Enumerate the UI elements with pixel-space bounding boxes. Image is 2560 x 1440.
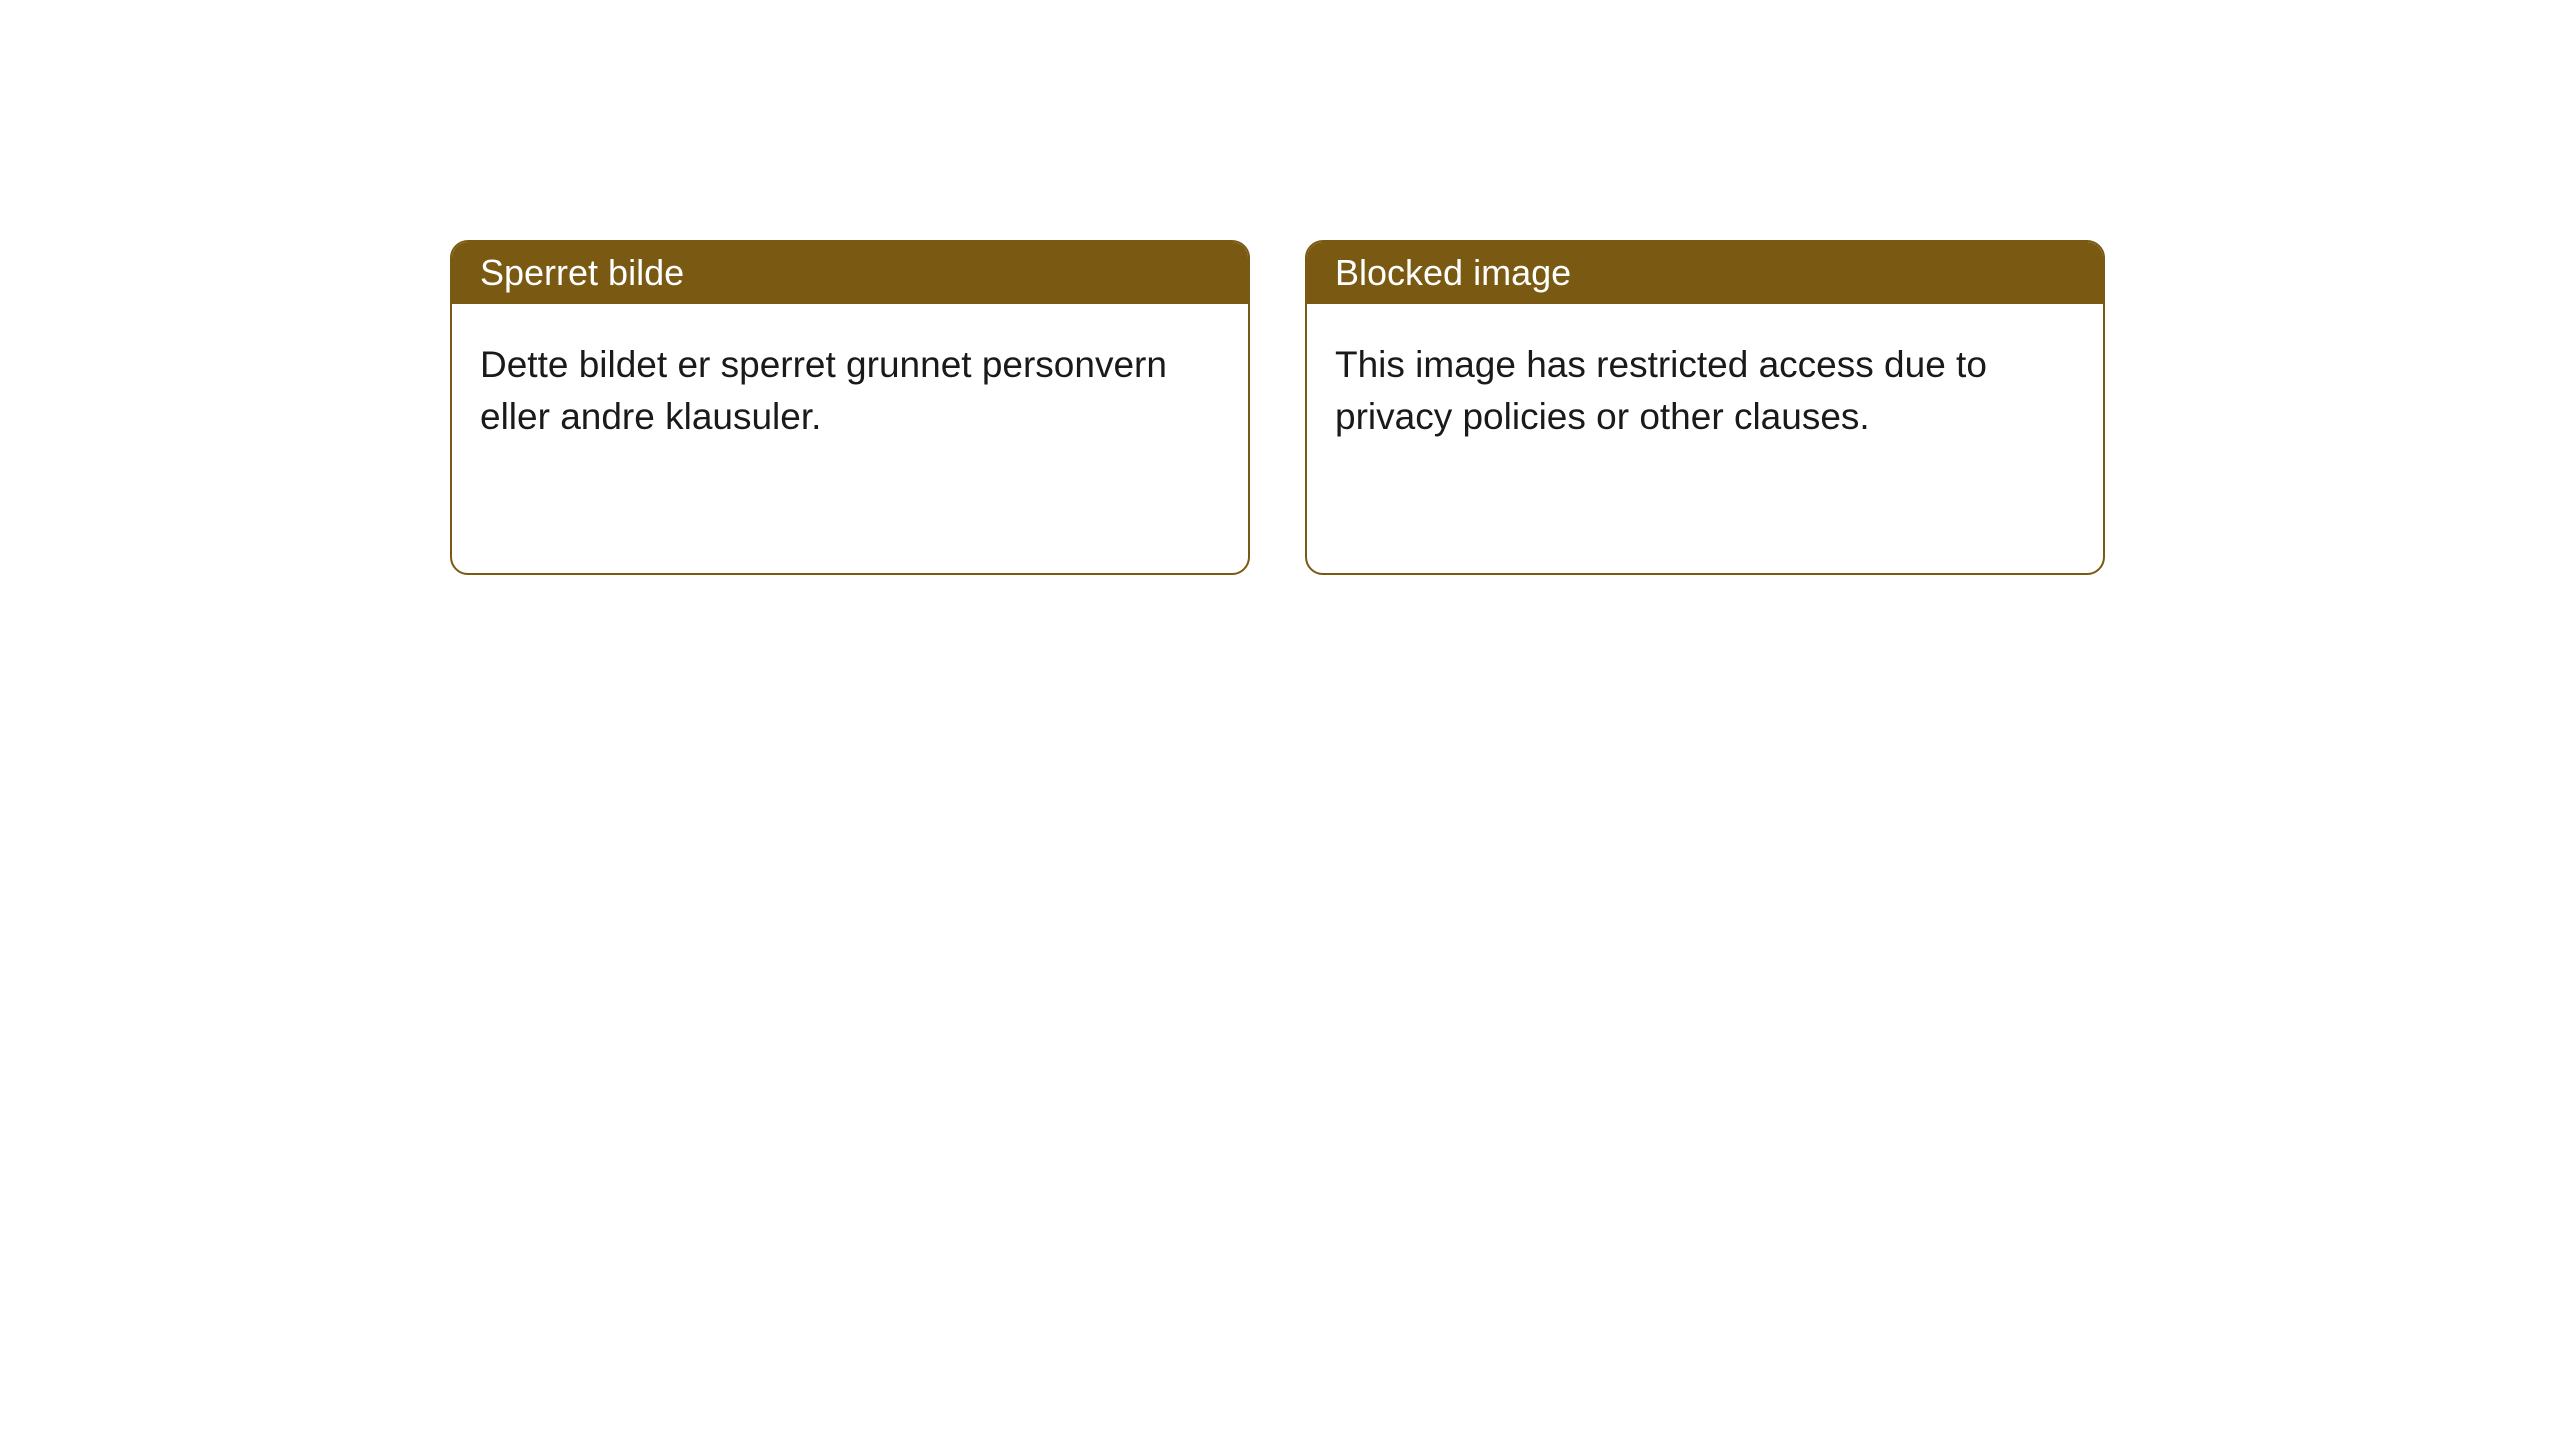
- blocked-image-card-en: Blocked image This image has restricted …: [1305, 240, 2105, 575]
- card-header-no: Sperret bilde: [452, 242, 1248, 304]
- card-body-en: This image has restricted access due to …: [1307, 304, 2103, 478]
- blocked-image-card-no: Sperret bilde Dette bildet er sperret gr…: [450, 240, 1250, 575]
- card-body-no: Dette bildet er sperret grunnet personve…: [452, 304, 1248, 478]
- notice-container: Sperret bilde Dette bildet er sperret gr…: [450, 240, 2105, 575]
- card-header-en: Blocked image: [1307, 242, 2103, 304]
